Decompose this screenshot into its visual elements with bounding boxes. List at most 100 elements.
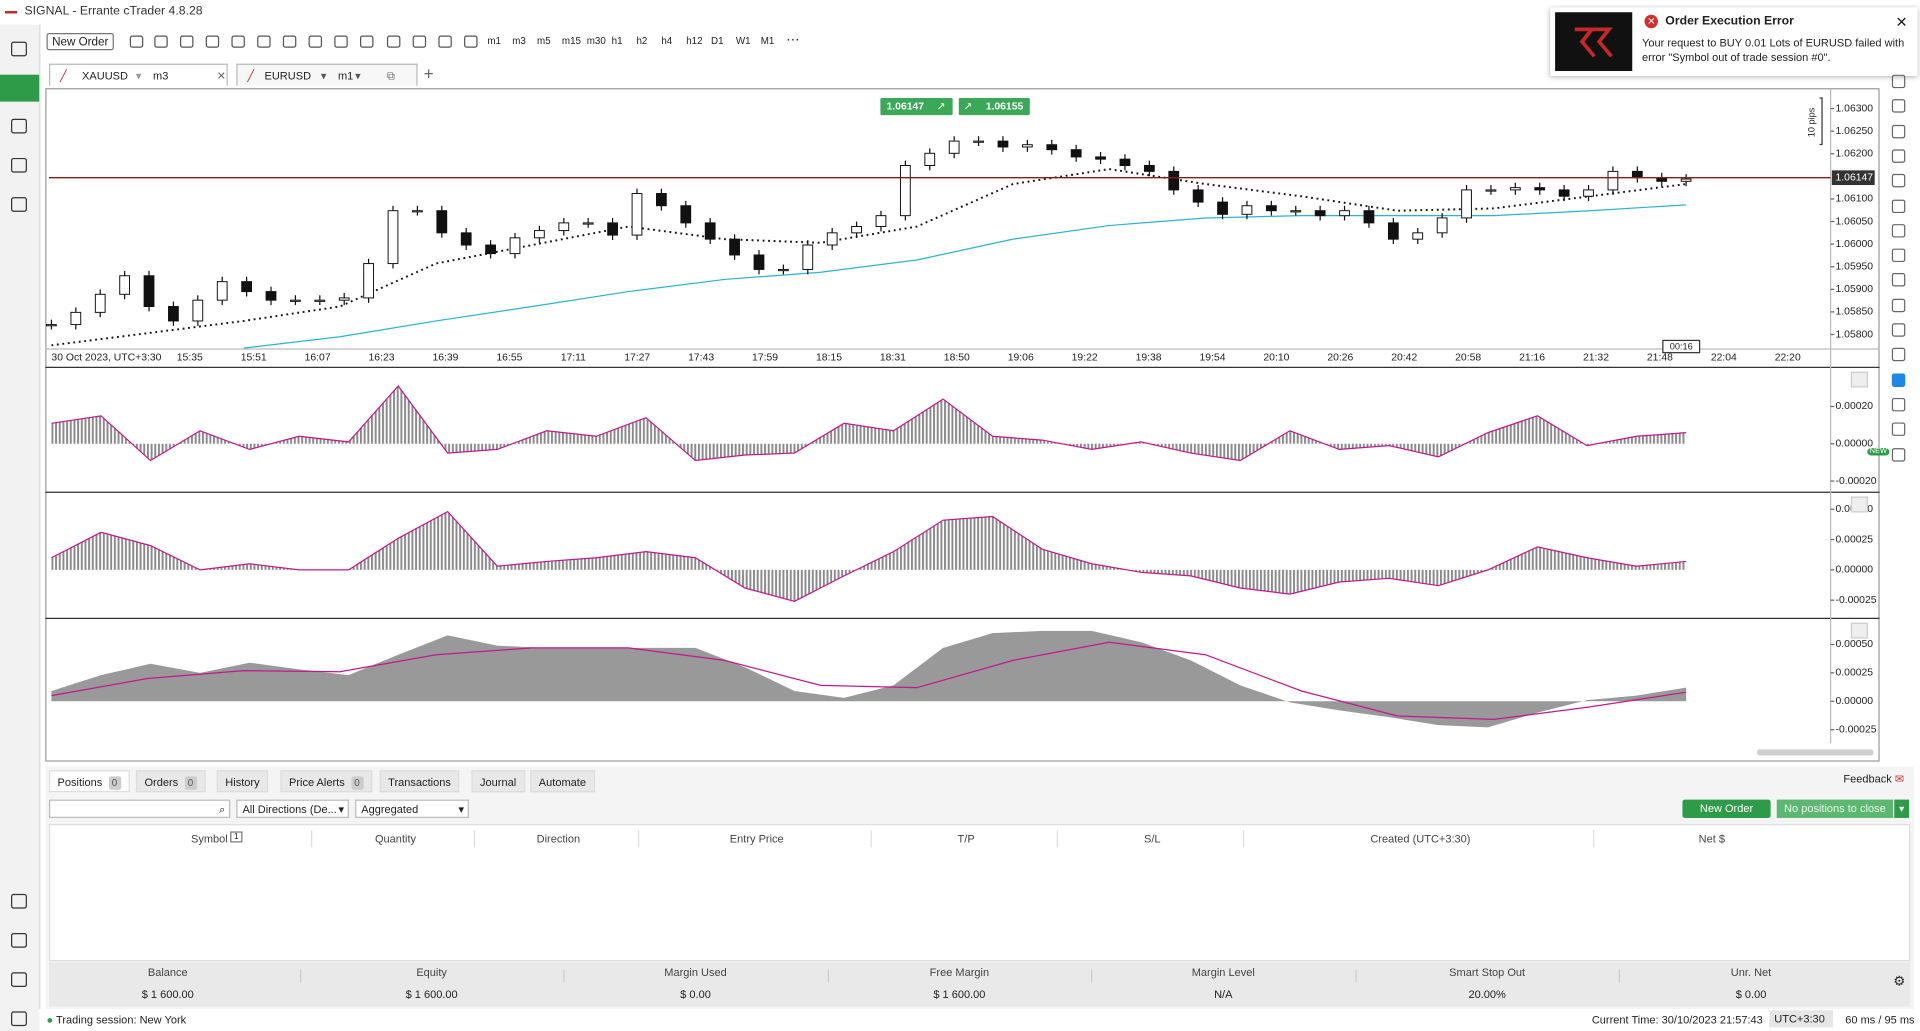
close-pane[interactable]: [1850, 622, 1868, 639]
toolbar-icon[interactable]: [334, 35, 348, 48]
sidebar-icon[interactable]: [11, 157, 27, 173]
sidebar-icon[interactable]: [11, 893, 27, 909]
tab-symbol: XAUUSD: [82, 69, 128, 83]
window-title: SIGNAL - Errante cTrader 4.8.28: [24, 4, 203, 19]
aggregation-filter[interactable]: Aggregated ▾: [355, 799, 469, 818]
close-all-menu[interactable]: ▾: [1894, 799, 1909, 818]
candle: [1631, 170, 1643, 179]
candle: [1387, 222, 1399, 240]
tool-icon[interactable]: [1891, 372, 1906, 387]
tool-icon[interactable]: [1891, 74, 1906, 89]
sort-badge: 1: [230, 831, 243, 843]
panel-tab[interactable]: History: [216, 770, 269, 793]
toolbar-icon[interactable]: [180, 35, 194, 48]
tool-icon[interactable]: [1891, 447, 1906, 462]
tool-icon[interactable]: [1891, 273, 1906, 288]
toolbar-icon[interactable]: [154, 35, 168, 48]
sidebar-icon[interactable]: [11, 41, 27, 57]
candle: [1046, 144, 1058, 151]
new-order-button[interactable]: New Order: [46, 33, 114, 51]
tool-icon[interactable]: [1891, 422, 1906, 437]
panel-tab[interactable]: Automate: [530, 770, 595, 793]
timeframe-button[interactable]: M1: [760, 35, 775, 47]
close-pane[interactable]: [1850, 496, 1868, 513]
candle: [924, 152, 936, 166]
price-tag-label: 1.06147: [1836, 172, 1874, 183]
error-icon: ✕: [1644, 14, 1658, 29]
candle: [777, 268, 789, 272]
timezone-select[interactable]: UTC+3:30 ▾: [1769, 1010, 1834, 1031]
chart-tab[interactable]: ╱ EURUSD ▾ m1 ▾ ⧉: [236, 63, 418, 86]
timeframe-button[interactable]: m1: [487, 35, 501, 47]
search-box[interactable]: ⌕: [48, 799, 231, 818]
toolbar-icon[interactable]: [257, 35, 271, 48]
candle: [729, 238, 740, 256]
toolbar-icon[interactable]: [438, 35, 452, 48]
more-button[interactable]: ⋯: [786, 33, 800, 48]
sidebar-icon[interactable]: [11, 118, 27, 134]
tool-icon[interactable]: [1891, 149, 1906, 163]
tool-icon[interactable]: [1891, 348, 1906, 362]
add-tab[interactable]: +: [423, 63, 434, 84]
date-label: 30 Oct 2023, UTC+3:30: [51, 352, 161, 363]
timeframe-button[interactable]: m5: [537, 35, 551, 47]
tab-count: 0: [184, 776, 197, 790]
sidebar-icon[interactable]: [11, 197, 27, 212]
tool-icon[interactable]: [1891, 248, 1906, 263]
toolbar: New Order m1 m3 m5 m15 m30 h1 h2 h4 h12 D1 W1 M1 ⋯: [39, 27, 1545, 59]
sidebar-icon[interactable]: [11, 972, 27, 987]
tool-icon[interactable]: [1891, 298, 1906, 312]
tool-icon[interactable]: [1891, 124, 1906, 138]
close-pane[interactable]: [1850, 371, 1868, 388]
drawing-toolbar: NEW: [1867, 69, 1913, 485]
toolbar-icon[interactable]: [205, 35, 220, 48]
toolbar-icon[interactable]: [360, 35, 374, 48]
panel-tab[interactable]: Price Alerts 0: [280, 770, 372, 793]
chart-tab[interactable]: ╱ XAUUSD ▾ m3 ✕: [48, 63, 228, 86]
timeframe-button[interactable]: h1: [611, 35, 623, 47]
tool-icon[interactable]: [1891, 99, 1906, 114]
new-badge: NEW: [1867, 448, 1890, 456]
panel-tab[interactable]: Transactions: [379, 770, 460, 793]
candle: [216, 281, 228, 301]
toolbar-icon[interactable]: [386, 35, 401, 48]
tool-icon[interactable]: [1891, 323, 1906, 337]
toolbar-icon[interactable]: [129, 35, 144, 48]
sidebar-icon[interactable]: [0, 74, 40, 102]
settings-icon[interactable]: ⚙: [1893, 974, 1906, 990]
toolbar-icon[interactable]: [308, 35, 323, 48]
tool-icon[interactable]: [1891, 397, 1906, 412]
arrow: ↗: [937, 101, 946, 112]
timeframe-button[interactable]: W1: [735, 35, 751, 47]
sidebar-icon[interactable]: [11, 933, 27, 948]
timeframe-button[interactable]: m3: [512, 35, 526, 47]
panel-tab[interactable]: Orders 0: [135, 770, 206, 793]
close-notification[interactable]: ✕: [1895, 13, 1908, 31]
tool-icon[interactable]: [1891, 223, 1906, 238]
tool-icon[interactable]: [1891, 174, 1906, 188]
direction-filter[interactable]: All Directions (De... ▾: [236, 799, 349, 818]
tab-label: Transactions: [388, 776, 451, 789]
sidebar-icon[interactable]: [11, 1011, 27, 1027]
close-all-button[interactable]: No positions to close: [1776, 799, 1894, 818]
tool-icon[interactable]: [1891, 198, 1906, 213]
timeframe-button[interactable]: h4: [661, 35, 673, 47]
toolbar-icon[interactable]: [412, 35, 427, 48]
new-order-button[interactable]: New Order: [1682, 799, 1771, 818]
timeframe-button[interactable]: D1: [711, 35, 724, 47]
panel-tab[interactable]: Journal: [471, 770, 525, 793]
timeframe-button[interactable]: m15: [561, 35, 581, 47]
timeframe-button[interactable]: h2: [636, 35, 648, 47]
buy-price: 1.06155: [986, 101, 1024, 112]
candle: [1680, 178, 1692, 182]
feedback-link[interactable]: Feedback ✉: [1843, 772, 1905, 785]
notification: ✕ Order Execution Error Your request to …: [1550, 7, 1918, 76]
x-tick-label: 19:22: [1072, 352, 1098, 363]
toolbar-icon[interactable]: [231, 35, 245, 48]
timeframe-button[interactable]: h12: [686, 35, 703, 47]
toolbar-icon[interactable]: [464, 35, 478, 48]
timeframe-button[interactable]: m30: [586, 35, 606, 47]
toolbar-icon[interactable]: [282, 35, 297, 48]
summary-value: $ 1 600.00: [933, 988, 986, 1001]
panel-tab[interactable]: Positions 0: [48, 770, 130, 793]
